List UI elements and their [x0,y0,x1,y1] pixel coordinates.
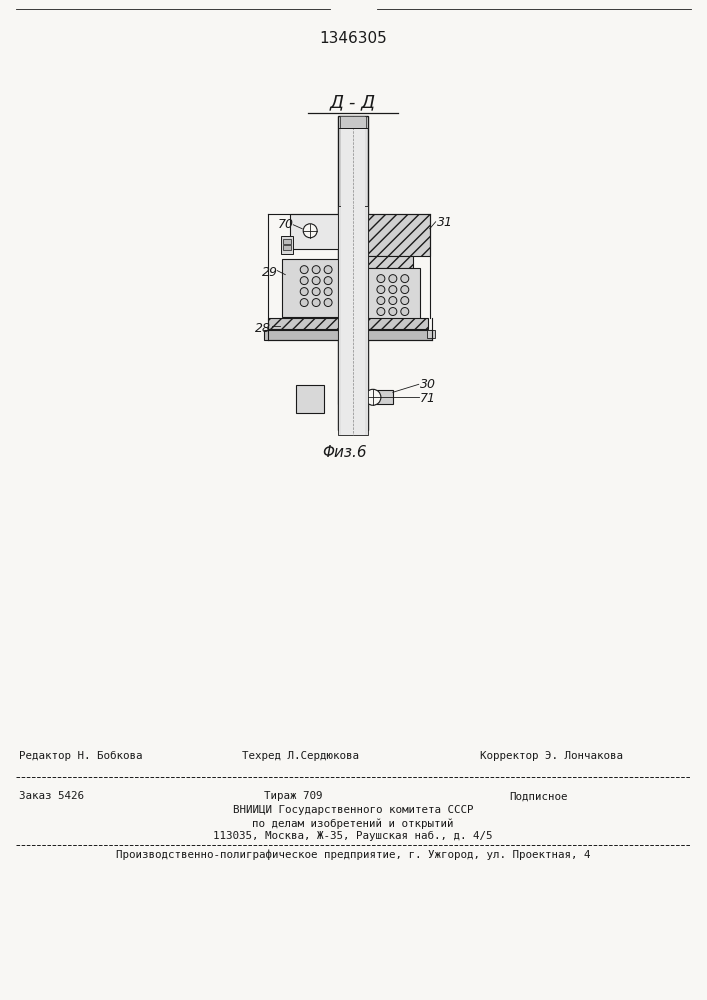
Circle shape [401,275,409,283]
Circle shape [324,299,332,307]
Text: 31: 31 [437,216,452,229]
Text: 29: 29 [262,266,279,279]
Circle shape [377,297,385,305]
Bar [282,259,338,317]
Circle shape [389,275,397,283]
Circle shape [300,288,308,296]
Circle shape [300,299,308,307]
Text: 30: 30 [420,378,436,391]
Bar [368,318,428,329]
Circle shape [377,275,385,283]
Bar [291,214,338,249]
Circle shape [365,389,381,405]
Bar [368,214,430,256]
Text: Техред Л.Сердюкова: Техред Л.Сердюкова [243,751,359,761]
Text: 70: 70 [279,218,294,231]
Bar [340,116,366,128]
Circle shape [303,224,317,238]
Circle shape [377,308,385,316]
Bar [338,390,393,404]
Circle shape [401,297,409,305]
Circle shape [324,288,332,296]
Text: 71: 71 [420,392,436,405]
Bar [281,236,293,254]
Circle shape [401,286,409,294]
Bar [264,330,338,340]
Bar [341,116,365,430]
Circle shape [389,308,397,316]
Circle shape [312,288,320,296]
Bar [368,256,413,268]
Bar [341,206,365,435]
Text: Производственно-полиграфическое предприятие, г. Ужгород, ул. Проектная, 4: Производственно-полиграфическое предприя… [116,849,590,860]
Bar [284,245,291,250]
Bar [284,239,291,244]
Text: по делам изобретений и открытий: по делам изобретений и открытий [252,818,454,829]
Bar [269,318,338,329]
Circle shape [389,297,397,305]
Text: ВНИИЦИ Государственного комитета СССР: ВНИИЦИ Государственного комитета СССР [233,805,473,815]
Circle shape [324,266,332,274]
Circle shape [300,277,308,285]
Text: Подписное: Подписное [509,791,568,801]
Text: Заказ 5426: Заказ 5426 [19,791,84,801]
Text: 28: 28 [255,322,271,335]
Circle shape [401,308,409,316]
Circle shape [312,266,320,274]
Circle shape [300,266,308,274]
Text: 113035, Москва, Ж-35, Раушская наб., д. 4/5: 113035, Москва, Ж-35, Раушская наб., д. … [214,831,493,841]
Text: Корректор Э. Лончакова: Корректор Э. Лончакова [479,751,622,761]
Circle shape [312,277,320,285]
Circle shape [389,286,397,294]
Circle shape [312,299,320,307]
Bar [368,330,432,340]
Circle shape [377,286,385,294]
Text: Редактор Н. Бобкова: Редактор Н. Бобкова [19,751,143,761]
Bar [427,330,435,338]
Text: Тираж 709: Тираж 709 [264,791,322,801]
Bar [338,116,368,430]
Text: Д - Д: Д - Д [330,93,376,111]
Bar [296,385,324,413]
Text: Φиз.6: Φиз.6 [322,445,368,460]
Bar [368,268,420,320]
Bar [338,206,368,435]
Circle shape [324,277,332,285]
Text: 1346305: 1346305 [319,31,387,46]
